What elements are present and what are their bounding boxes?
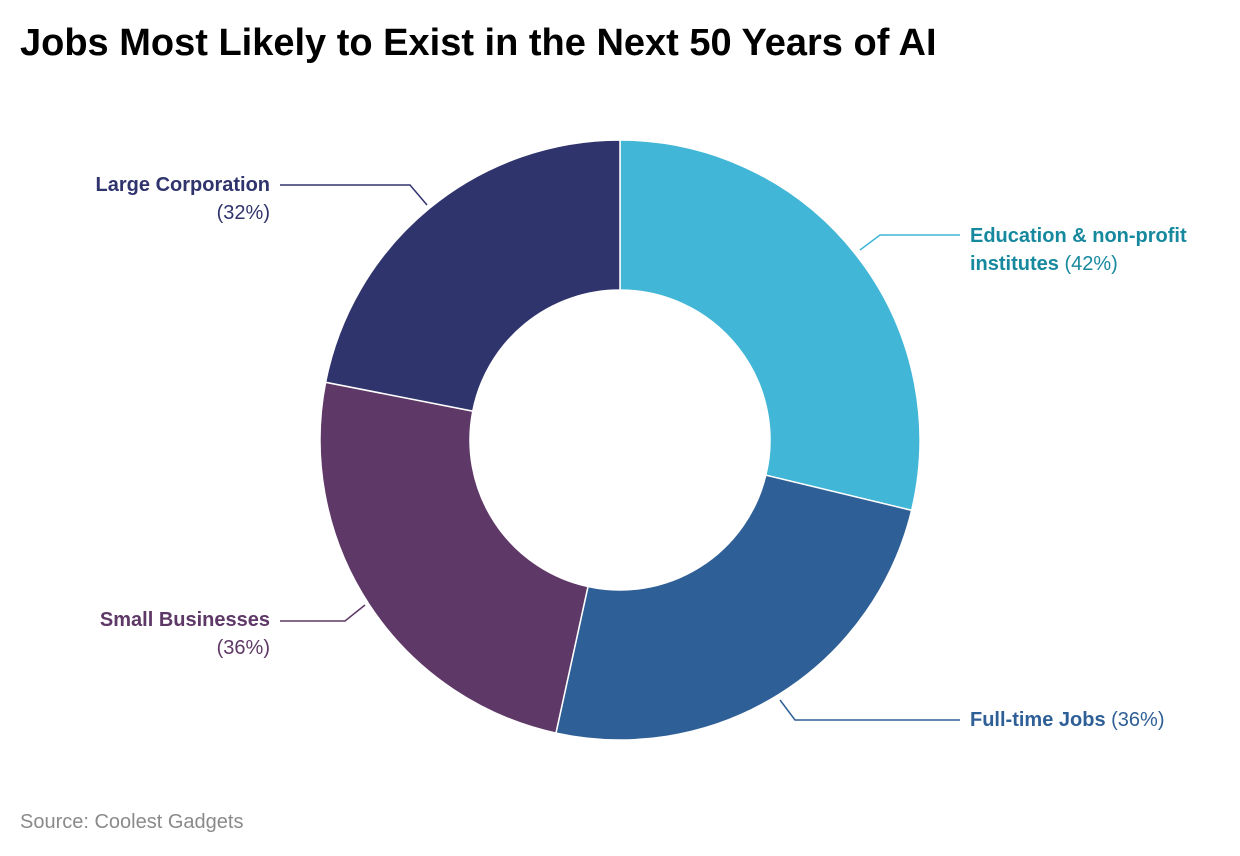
category-name: Full-time Jobs: [970, 709, 1106, 731]
slice-label: Large Corporation (32%): [0, 171, 270, 227]
leader-line: [280, 184, 428, 206]
value-label: (36%): [1111, 709, 1165, 731]
slice-label: Full-time Jobs (36%): [970, 706, 1230, 734]
leader-line: [779, 699, 960, 721]
donut-slice: [319, 381, 589, 734]
donut-slice: [555, 474, 913, 741]
donut-slice: [324, 139, 621, 413]
slice-label: Education & non-profit institutes (42%): [970, 222, 1230, 278]
value-label: (32%): [216, 202, 270, 224]
category-name: Education & non-profit institutes: [970, 225, 1187, 275]
category-name: Small Businesses: [99, 609, 270, 631]
leader-line: [859, 234, 960, 251]
leader-line: [280, 604, 366, 622]
category-name: Large Corporation: [95, 174, 270, 196]
slice-label: Small Businesses (36%): [0, 606, 270, 662]
value-label: (36%): [216, 637, 270, 659]
source-note: Source: Coolest Gadgets: [20, 811, 244, 833]
donut-slice: [619, 139, 921, 512]
value-label: (42%): [1064, 253, 1118, 275]
chart-title: Jobs Most Likely to Exist in the Next 50…: [20, 22, 937, 64]
